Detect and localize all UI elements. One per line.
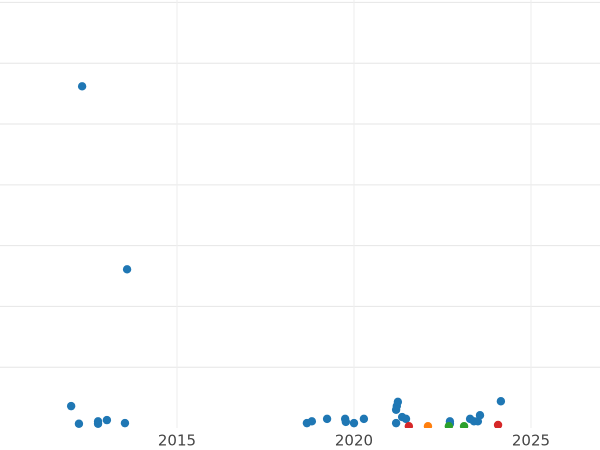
point <box>404 421 414 428</box>
point <box>359 414 369 424</box>
point <box>120 418 130 428</box>
grid <box>0 0 600 428</box>
point <box>349 418 359 428</box>
x-tick-label: 2015 <box>158 432 196 450</box>
point <box>93 419 103 428</box>
point <box>401 414 411 424</box>
point <box>341 417 351 427</box>
point <box>496 397 506 406</box>
point <box>122 265 132 274</box>
point <box>391 418 401 428</box>
point <box>444 421 454 428</box>
x-tick-label: 2020 <box>335 432 373 450</box>
point <box>423 421 433 428</box>
point <box>307 417 317 426</box>
point <box>102 415 112 425</box>
plot-area <box>66 82 506 428</box>
point <box>77 82 87 91</box>
point <box>475 411 485 420</box>
point <box>459 421 469 428</box>
x-tick-label: 2025 <box>512 432 550 450</box>
point <box>493 420 503 428</box>
point <box>322 414 332 424</box>
point <box>393 397 403 407</box>
point <box>66 401 76 411</box>
point <box>74 419 84 428</box>
